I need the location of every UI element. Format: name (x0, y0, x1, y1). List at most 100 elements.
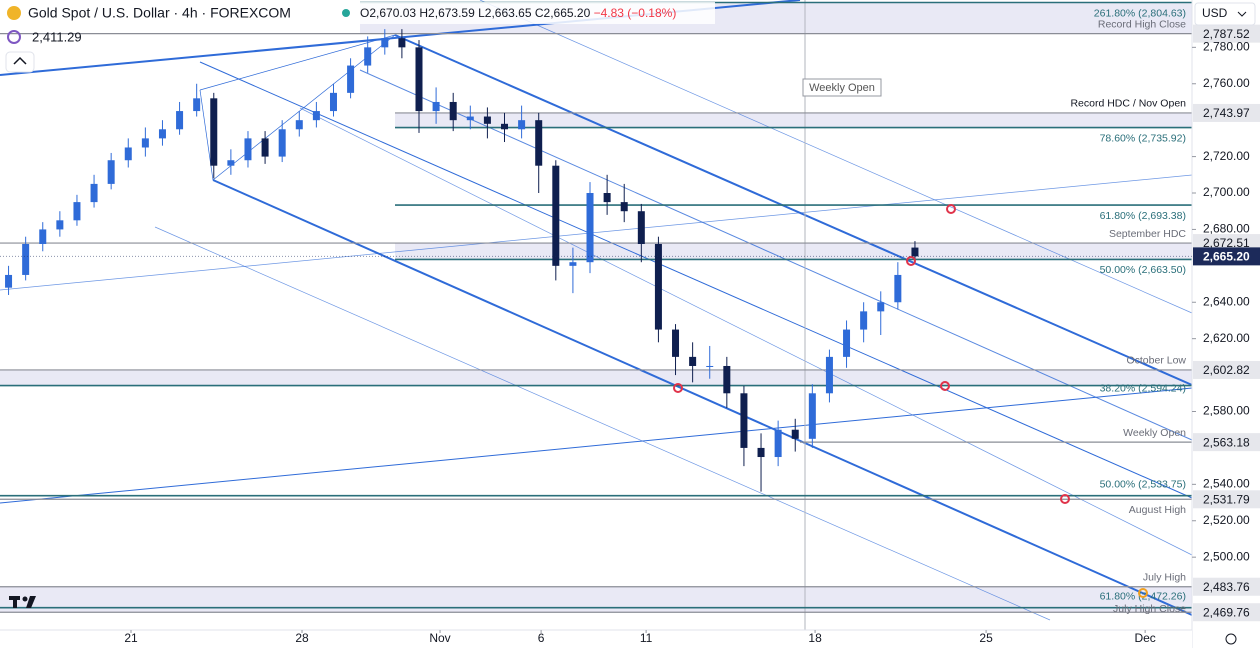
x-tick-label: 21 (124, 631, 138, 645)
price-label: 2,743.97 (1203, 106, 1250, 120)
candle-body (278, 129, 286, 157)
symbol-icon (7, 6, 21, 20)
candle-body (73, 202, 81, 221)
last-price-bg (1193, 247, 1260, 266)
price-label-bg (1193, 24, 1260, 43)
x-tick-label: 18 (808, 631, 822, 645)
trendline (212, 179, 1193, 616)
price-label: 2,531.79 (1203, 492, 1250, 506)
change: −4.83 (−0.18%) (594, 6, 677, 20)
marker (1060, 494, 1070, 504)
ohlc-value: C2,665.20 (535, 6, 591, 20)
x-tick-label: 11 (640, 631, 653, 645)
level-note: July High Close (1113, 603, 1186, 615)
price-label: 2,672.51 (1203, 236, 1250, 250)
candle-body (689, 356, 697, 366)
price-label: 2,602.82 (1203, 363, 1250, 377)
level-note: 61.80% (2,693.38) (1100, 210, 1186, 222)
candle-body (5, 274, 13, 288)
candle-body (672, 329, 680, 357)
level-note: 38.20% (2,594.24) (1100, 382, 1186, 394)
candle-body (808, 393, 816, 439)
candle-body (723, 365, 731, 394)
price-label-bg (1193, 433, 1260, 452)
y-tick-label: 2,780.00 (1203, 40, 1250, 54)
tv-logo (9, 596, 36, 608)
trendline (394, 34, 1193, 386)
axis-labels: 2,787.52 2,743.97 2,672.51 2,602.82 2,563.18… (0, 24, 1260, 645)
candle-body (193, 98, 201, 112)
candle-body (740, 393, 748, 448)
x-tick-label: 25 (979, 631, 993, 645)
candle-body (347, 65, 355, 93)
logo-part (22, 596, 28, 602)
annotation: Weekly Open (809, 82, 875, 94)
chevron (1237, 11, 1247, 17)
logo-part (26, 596, 36, 608)
candle-body (449, 101, 457, 121)
currency-button[interactable] (1194, 2, 1256, 26)
level-note: 261.80% (2,804.63) (1094, 7, 1186, 19)
header-bg (0, 2, 715, 24)
y-tick-label: 2,640.00 (1203, 294, 1250, 308)
marker (906, 256, 916, 266)
channel-lines (0, 0, 1193, 621)
candle-body (569, 262, 577, 266)
annotation-box (802, 78, 882, 97)
level-note: 50.00% (2,663.50) (1100, 264, 1186, 276)
marker (1138, 588, 1148, 598)
candle-body (141, 138, 149, 148)
candle-body (501, 123, 509, 130)
levels: 261.80% (2,804.63)Record High Close Recor… (0, 1, 1192, 615)
trendline (0, 387, 1193, 504)
candles (5, 29, 919, 492)
price-label: 2,563.18 (1203, 435, 1250, 449)
level-zone (395, 112, 1192, 128)
chevron (13, 56, 27, 65)
candle-body (894, 274, 902, 303)
candle-body (210, 98, 218, 166)
logo-part (13, 596, 17, 608)
price-label-bg (1193, 360, 1260, 379)
candle-body (877, 302, 885, 312)
y-tick-label: 2,500.00 (1203, 549, 1250, 563)
level-note: August High (1129, 504, 1186, 516)
candle-body (860, 311, 868, 330)
candle-body (654, 243, 662, 330)
candle-body (107, 160, 115, 184)
candle-body (843, 329, 851, 357)
candle-body (535, 120, 543, 166)
level-note: October Low (1126, 355, 1186, 367)
candle-body (911, 247, 919, 257)
level-note: Record HDC / Nov Open (1070, 98, 1186, 110)
settings-icon[interactable] (1225, 633, 1237, 645)
ohlc-value: L2,663.65 (478, 6, 532, 20)
candle-body (124, 147, 132, 161)
candle-body (825, 356, 833, 394)
candle-body (774, 429, 782, 458)
y-tick-label: 2,760.00 (1203, 76, 1250, 90)
candle-body (261, 138, 269, 157)
candle-body (312, 111, 320, 121)
trendline (359, 69, 1193, 441)
price-label-bg (1193, 490, 1260, 509)
candle-body (329, 92, 337, 112)
candle-body (757, 447, 765, 458)
candle-body (39, 229, 47, 244)
trendline (154, 226, 1051, 621)
price-label-bg (1193, 103, 1260, 122)
candle-body (415, 47, 423, 112)
market-status (342, 9, 350, 17)
price-label: 2,483.76 (1203, 580, 1250, 594)
collapse-button[interactable] (5, 51, 35, 73)
x-tick-label: Dec (1134, 631, 1155, 645)
candle-body (637, 211, 645, 244)
level-note: July High (1143, 572, 1186, 584)
currency[interactable]: USD (1202, 6, 1228, 20)
marker (946, 204, 956, 214)
ohlc-value: O2,670.03 (360, 6, 416, 20)
marker (940, 381, 950, 391)
